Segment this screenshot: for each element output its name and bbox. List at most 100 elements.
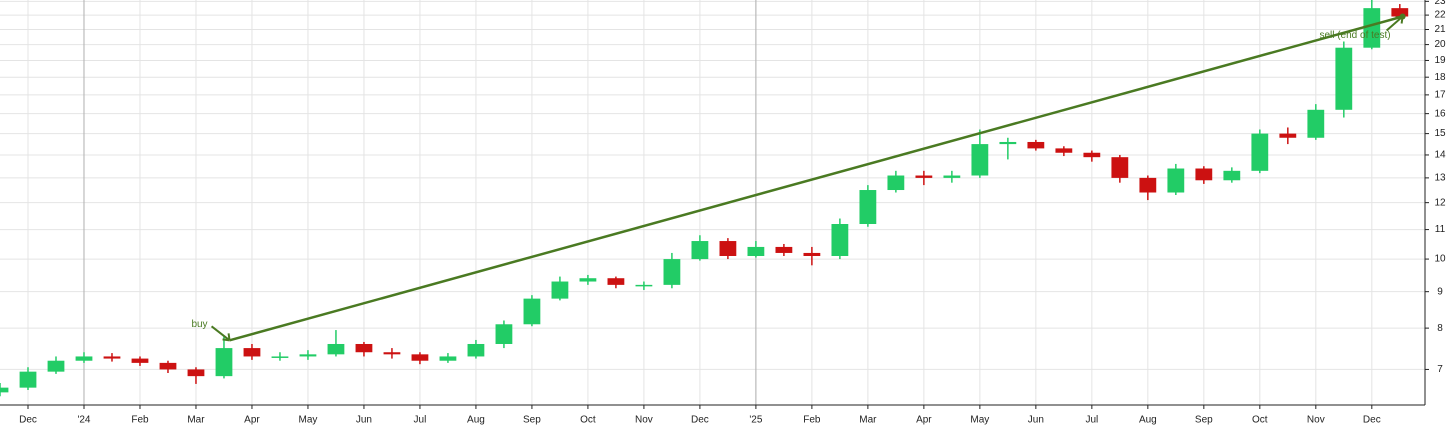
x-tick-label: Feb	[131, 415, 149, 426]
y-tick-label: 20	[1434, 39, 1446, 50]
x-tick-label: Jul	[1085, 415, 1098, 426]
x-tick-label: May	[970, 415, 989, 426]
candle-body	[159, 362, 177, 370]
candle-body	[831, 224, 849, 256]
y-tick-label: 14	[1434, 150, 1446, 161]
grid	[0, 0, 1425, 405]
x-tick-label: Dec	[691, 415, 709, 426]
candle-body	[775, 246, 793, 253]
x-tick-label: Dec	[19, 415, 37, 426]
sell-label: sell (end of test)	[1319, 30, 1390, 41]
x-tick-label: '24	[77, 415, 90, 426]
candles	[0, 0, 1409, 397]
x-tick-label: Feb	[803, 415, 821, 426]
candle-body	[1055, 148, 1073, 153]
candle-body	[299, 354, 317, 357]
x-tick-label: Oct	[580, 415, 596, 426]
y-tick-label: 23	[1434, 0, 1446, 7]
x-tick-label: Aug	[1139, 415, 1157, 426]
candle-body	[1335, 47, 1353, 110]
x-tick-label: Oct	[1252, 415, 1268, 426]
candle-body	[495, 324, 513, 344]
candle-body	[915, 175, 933, 178]
candle-body	[971, 144, 989, 176]
candle-body	[187, 369, 205, 377]
x-tick-label: Jul	[414, 415, 427, 426]
y-tick-label: 22	[1434, 10, 1446, 21]
candle-body	[635, 284, 653, 287]
candle-body	[243, 348, 261, 357]
x-tick-label: Aug	[467, 415, 485, 426]
buy-label: buy	[191, 319, 207, 330]
y-tick-label: 11	[1435, 224, 1446, 235]
candle-body	[355, 343, 373, 353]
candle-body	[551, 281, 569, 299]
candle-body	[691, 241, 709, 260]
candle-body	[607, 278, 625, 285]
candle-body	[467, 343, 485, 357]
x-tick-label: Jun	[1028, 415, 1044, 426]
y-tick-label: 8	[1437, 323, 1443, 334]
x-tick-label: Mar	[187, 415, 205, 426]
candle-body	[1391, 8, 1409, 17]
candle-body	[523, 298, 541, 325]
candle-body	[75, 356, 93, 361]
x-tick-label: Jun	[356, 415, 372, 426]
x-tick-label: Apr	[916, 415, 932, 426]
y-tick-label: 7	[1437, 364, 1443, 375]
candle-body	[1279, 133, 1297, 138]
y-tick-label: 10	[1434, 254, 1446, 265]
candle-body	[411, 354, 429, 361]
candle-body	[439, 356, 457, 361]
candle-body	[47, 360, 65, 372]
x-tick-label: Nov	[1307, 415, 1325, 426]
candle-body	[803, 252, 821, 256]
candle-body	[887, 175, 905, 191]
candle-body	[719, 241, 737, 256]
candle-body	[1251, 133, 1269, 171]
candle-body	[943, 175, 961, 178]
x-tick-label: '25	[749, 415, 762, 426]
candle-body	[1167, 168, 1185, 193]
y-tick-label: 17	[1434, 90, 1446, 101]
candle-body	[327, 343, 345, 355]
y-tick-label: 18	[1434, 72, 1446, 83]
candle-body	[1363, 8, 1381, 48]
y-tick-label: 15	[1434, 128, 1446, 139]
candle-body	[1083, 152, 1101, 158]
y-tick-label: 21	[1434, 24, 1446, 35]
candle-body	[1223, 170, 1241, 181]
candle-body	[999, 141, 1017, 145]
x-tick-label: Apr	[244, 415, 260, 426]
y-tick-label: 12	[1434, 197, 1446, 208]
candle-body	[859, 190, 877, 225]
candle-body	[663, 259, 681, 285]
x-tick-label: Mar	[859, 415, 877, 426]
x-tick-label: Nov	[635, 415, 653, 426]
y-tick-label: 13	[1434, 173, 1446, 184]
candle-body	[1139, 177, 1157, 193]
candle-body	[1195, 168, 1213, 181]
buy-arrow	[210, 325, 231, 342]
candle-body	[383, 352, 401, 355]
candle-body	[747, 246, 765, 256]
trade-line	[229, 15, 1403, 342]
x-tick-label: Dec	[1363, 415, 1381, 426]
candle-body	[1027, 141, 1045, 149]
x-tick-label: Sep	[523, 415, 541, 426]
y-tick-label: 9	[1437, 286, 1443, 297]
overlay: buy sell (end of test)	[191, 13, 1406, 342]
candle-body	[215, 348, 233, 377]
candle-body	[103, 356, 121, 359]
sell-point	[1399, 13, 1406, 20]
candle-body	[579, 278, 597, 282]
x-tick-label: May	[299, 415, 318, 426]
candle-body	[1111, 157, 1129, 178]
x-tick-label: Sep	[1195, 415, 1213, 426]
candle-body	[1307, 109, 1325, 138]
y-tick-label: 16	[1434, 108, 1446, 119]
candle-body	[131, 358, 149, 363]
candle-body	[0, 387, 9, 393]
